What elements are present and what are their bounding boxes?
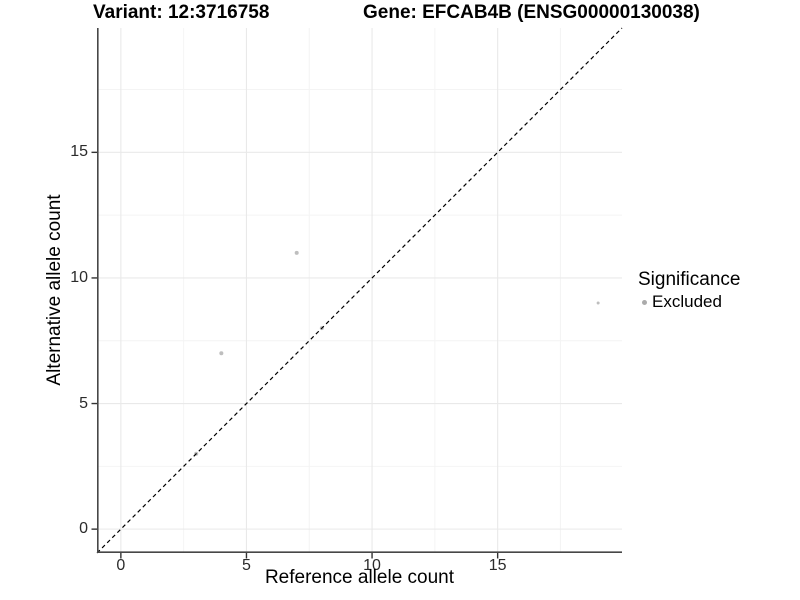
x-tick-label: 5 xyxy=(242,557,251,574)
x-tick-label: 0 xyxy=(116,557,126,574)
x-axis-label: Reference allele count xyxy=(264,567,455,588)
plot-panel xyxy=(91,27,623,559)
y-tick-label: 5 xyxy=(79,394,88,412)
y-tick-label: 15 xyxy=(70,143,88,161)
plot-title-variant: Variant: 12:3716758 xyxy=(93,2,270,23)
legend-item-excluded: Excluded xyxy=(638,292,740,312)
data-point xyxy=(219,351,224,356)
x-tick-label: 15 xyxy=(488,557,507,574)
excluded-point-icon xyxy=(642,299,647,305)
x-tick-label: 10 xyxy=(363,557,381,574)
y-axis-label: Alternative allele count xyxy=(44,194,65,386)
legend-title: Significance xyxy=(638,269,741,290)
identity-reference-line xyxy=(96,27,623,554)
scatter-plot-canvas xyxy=(91,27,623,559)
legend: Significance Excluded xyxy=(638,268,740,312)
plot-title-gene: Gene: EFCAB4B (ENSG00000130038) xyxy=(363,2,700,23)
data-point xyxy=(596,301,600,305)
legend-item-label: Excluded xyxy=(652,292,722,311)
y-tick-label: 10 xyxy=(70,268,88,286)
data-point xyxy=(294,250,299,255)
y-tick-label: 0 xyxy=(79,520,88,538)
